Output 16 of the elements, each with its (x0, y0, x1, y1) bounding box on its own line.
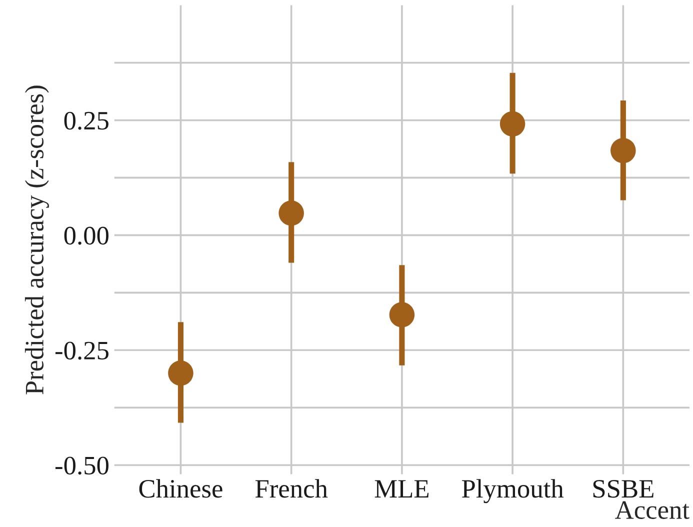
x-tick-label: Chinese (139, 479, 222, 498)
x-tick-label: French (255, 479, 328, 498)
point (500, 111, 526, 137)
x-tick-label: SSBE (593, 480, 654, 498)
y-tick-label: 0.00 (64, 226, 108, 245)
y-tick-label: -0.25 (56, 342, 108, 360)
point (389, 302, 415, 328)
point (278, 200, 304, 226)
point (168, 360, 194, 386)
point (610, 138, 636, 164)
x-tick-label: Plymouth (462, 479, 564, 504)
x-tick-label: MLE (374, 480, 428, 498)
y-axis-title: Predicted accuracy (z-scores) (24, 86, 49, 394)
y-tick-label: -0.50 (56, 456, 108, 475)
y-tick-label: 0.25 (64, 112, 108, 130)
x-axis-title: Accent (615, 501, 690, 519)
